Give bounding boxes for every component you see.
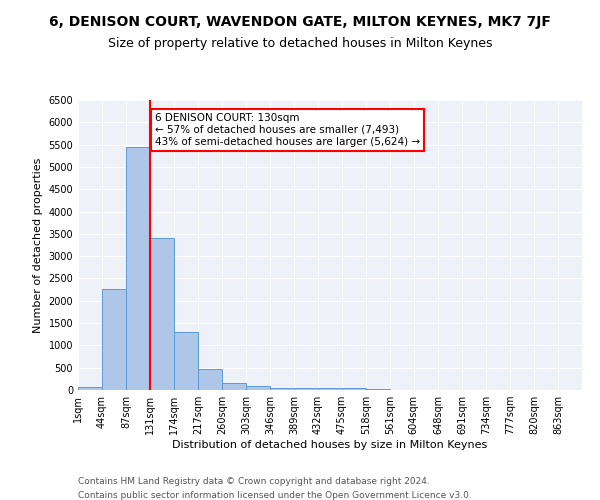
Text: Contains HM Land Registry data © Crown copyright and database right 2024.: Contains HM Land Registry data © Crown c… — [78, 478, 430, 486]
Text: 6, DENISON COURT, WAVENDON GATE, MILTON KEYNES, MK7 7JF: 6, DENISON COURT, WAVENDON GATE, MILTON … — [49, 15, 551, 29]
Bar — [294, 388, 318, 390]
Text: 6 DENISON COURT: 130sqm
← 57% of detached houses are smaller (7,493)
43% of semi: 6 DENISON COURT: 130sqm ← 57% of detache… — [155, 114, 420, 146]
Y-axis label: Number of detached properties: Number of detached properties — [33, 158, 43, 332]
Bar — [151, 238, 175, 390]
Bar — [318, 388, 342, 390]
Bar — [126, 147, 150, 390]
Bar — [270, 388, 294, 390]
X-axis label: Distribution of detached houses by size in Milton Keynes: Distribution of detached houses by size … — [172, 440, 488, 450]
Bar — [78, 386, 102, 390]
Bar — [102, 288, 126, 390]
Bar — [342, 388, 366, 390]
Bar — [175, 332, 198, 390]
Text: Contains public sector information licensed under the Open Government Licence v3: Contains public sector information licen… — [78, 491, 472, 500]
Bar — [246, 386, 270, 390]
Bar — [222, 382, 246, 390]
Bar — [198, 368, 222, 390]
Bar — [366, 388, 390, 390]
Text: Size of property relative to detached houses in Milton Keynes: Size of property relative to detached ho… — [108, 38, 492, 51]
